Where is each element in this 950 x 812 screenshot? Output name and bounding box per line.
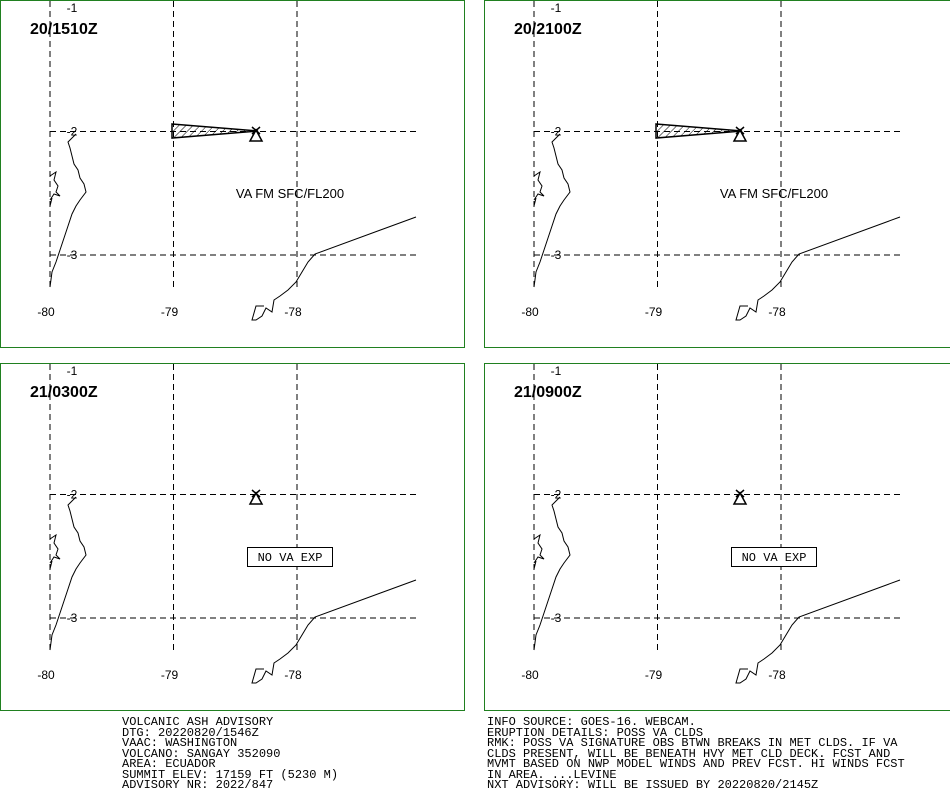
lon-label: -78 — [284, 305, 302, 319]
advisory-line: MVMT BASED ON NWP MODEL WINDS AND PREV F… — [487, 757, 905, 771]
advisory-line: IN AREA. ...LEVINE — [487, 767, 617, 782]
lat-label: -1 — [551, 364, 562, 378]
lon-label: -80 — [521, 305, 539, 319]
lat-label: -1 — [67, 1, 78, 15]
valid-time: 20/1510Z — [30, 21, 98, 38]
lat-label: -3 — [67, 248, 78, 262]
coastline — [533, 496, 571, 651]
advisory-line: NXT ADVISORY: WILL BE ISSUED BY 20220820… — [487, 778, 819, 792]
advisory-left: VOLCANIC ASH ADVISORY DTG: 20220820/1546Z… — [122, 715, 339, 792]
coastline — [49, 170, 61, 207]
lon-label: -78 — [768, 305, 786, 319]
lat-label: -3 — [551, 248, 562, 262]
volcano-icon — [732, 126, 748, 142]
coastline — [251, 216, 417, 321]
lon-label: -79 — [161, 668, 179, 682]
valid-time: 21/0900Z — [514, 384, 582, 401]
coastline — [251, 579, 417, 684]
ash-area — [655, 123, 743, 139]
no-ash-label: NO VA EXP — [258, 551, 323, 565]
label-box — [731, 547, 817, 567]
lat-label: -1 — [67, 364, 78, 378]
panel-border — [0, 0, 465, 348]
lat-label: -2 — [67, 488, 78, 502]
coastline — [533, 533, 545, 570]
coastline — [533, 133, 571, 288]
coastline — [735, 216, 901, 321]
no-ash-label: NO VA EXP — [742, 551, 807, 565]
coastline — [735, 579, 901, 684]
volcano-icon — [248, 126, 264, 142]
ash-label: VA FM SFC/FL200 — [236, 186, 344, 201]
valid-time: 21/0300Z — [30, 384, 98, 401]
advisory-line: SUMMIT ELEV: 17159 FT (5230 M) — [122, 767, 339, 782]
panel-border — [0, 363, 465, 711]
coastline — [49, 533, 61, 570]
lat-label: -2 — [551, 488, 562, 502]
valid-time: 20/2100Z — [514, 21, 582, 38]
advisory-line: INFO SOURCE: GOES-16. WEBCAM. — [487, 715, 696, 729]
lat-label: -2 — [67, 125, 78, 139]
panel-border — [484, 0, 950, 348]
advisory-line: VOLCANO: SANGAY 352090 — [122, 746, 281, 761]
ash-area — [171, 123, 259, 139]
map-panel: -80 -79 -78 -1 -2 -3 20/2100Z VA FM SFC/FL200 — [484, 0, 950, 348]
ash-label: VA FM SFC/FL200 — [720, 186, 828, 201]
lon-label: -80 — [37, 305, 55, 319]
lat-label: -3 — [67, 611, 78, 625]
lon-label: -79 — [645, 668, 663, 682]
advisory-line: VOLCANIC ASH ADVISORY — [122, 715, 274, 729]
advisory-line: VAAC: WASHINGTON — [122, 736, 238, 750]
advisory-line: CLDS PRESENT, WILL BE BENEATH HVY MET CL… — [487, 746, 891, 761]
coastline — [533, 170, 545, 207]
map-panel: -80 -79 -78 -1 -2 -3 21/0300Z NO VA EXP — [0, 363, 465, 711]
volcano-icon — [732, 489, 748, 505]
lon-label: -79 — [645, 305, 663, 319]
lat-label: -1 — [551, 1, 562, 15]
map-panel: -80 -79 -78 -1 -2 -3 21/0900Z NO VA EXP — [484, 363, 950, 711]
lon-label: -78 — [284, 668, 302, 682]
volcano-icon — [248, 489, 264, 505]
advisory-right: INFO SOURCE: GOES-16. WEBCAM. ERUPTION DE… — [487, 715, 905, 792]
label-box — [247, 547, 333, 567]
lat-label: -3 — [551, 611, 562, 625]
advisory-line: ERUPTION DETAILS: POSS VA CLDS — [487, 725, 704, 740]
lon-label: -80 — [37, 668, 55, 682]
advisory-line: ADVISORY NR: 2022/847 — [122, 778, 274, 792]
advisory-line: DTG: 20220820/1546Z — [122, 725, 259, 740]
coastline — [49, 496, 87, 651]
lat-label: -2 — [551, 125, 562, 139]
advisory-line: AREA: ECUADOR — [122, 757, 216, 771]
lon-label: -79 — [161, 305, 179, 319]
lon-label: -78 — [768, 668, 786, 682]
advisory-line: RMK: POSS VA SIGNATURE OBS BTWN BREAKS I… — [487, 736, 898, 750]
lon-label: -80 — [521, 668, 539, 682]
map-panel: -80 -79 -78 -1 -2 -3 20/1510Z VA FM SFC/FL200 — [0, 0, 465, 348]
coastline — [49, 133, 87, 288]
panel-border — [484, 363, 950, 711]
